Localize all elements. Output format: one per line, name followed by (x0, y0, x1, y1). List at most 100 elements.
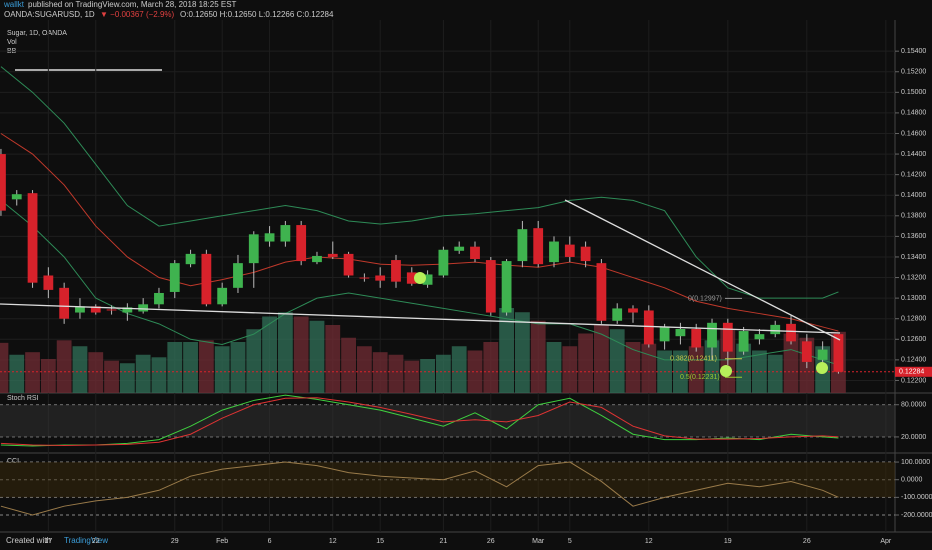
trend-line (564, 199, 841, 341)
candle-body (707, 322, 717, 348)
volume-bar (404, 360, 420, 393)
candle-body (438, 249, 449, 276)
volume-bar (277, 312, 293, 393)
candle-body (185, 253, 196, 265)
candle-body (801, 341, 812, 362)
y-tick-label: 0.15200 (901, 69, 926, 76)
candle-body (75, 306, 85, 313)
candle-body (470, 246, 480, 260)
candle-body (138, 304, 149, 312)
volume-bar (767, 354, 783, 393)
volume-bar (388, 354, 404, 393)
candle-body (549, 241, 559, 263)
x-tick-label: Apr (880, 538, 892, 545)
y-tick-label: 0.14000 (901, 192, 926, 199)
y-tick-label: 100.0000 (901, 459, 930, 466)
candle-body (90, 306, 101, 313)
y-tick-label: 0.13400 (901, 254, 926, 261)
publisher[interactable]: wallkt (3, 0, 25, 9)
candle-body (485, 260, 496, 313)
indicator-line (0, 461, 839, 516)
y-tick-label: 0.14400 (901, 151, 926, 158)
candle-body (786, 323, 796, 342)
x-tick-label: 21 (439, 538, 447, 545)
candle-body (391, 260, 401, 282)
fib-label: 0(0.12997) (688, 295, 722, 302)
candle-body (580, 246, 591, 262)
candle-body (312, 255, 322, 263)
volume-bar (325, 325, 341, 393)
volume-bar (530, 320, 546, 393)
x-tick-label: 17 (44, 538, 52, 545)
y-tick-label: 0.13000 (901, 295, 926, 302)
candle-body (169, 263, 180, 292)
candle-body (343, 253, 354, 276)
symbol: OANDA:SUGARUSD, 1D (4, 10, 95, 19)
y-tick-label: -200.0000 (901, 512, 932, 519)
candle-body (454, 246, 465, 251)
volume-bar (467, 350, 483, 393)
volume-bar (609, 329, 625, 393)
volume-bar (641, 343, 657, 393)
candle-body (817, 349, 828, 360)
candle-body (264, 233, 275, 242)
candle-body (533, 228, 544, 265)
legend-item: Vol (7, 39, 17, 46)
volume-bar (198, 340, 214, 393)
volume-bar (578, 333, 594, 393)
y-tick-label: 0.12200 (901, 377, 926, 384)
x-tick-label: 12 (329, 538, 337, 545)
volume-bar (451, 346, 467, 393)
marker (720, 365, 732, 377)
volume-bar (309, 320, 325, 393)
x-tick-label: 12 (645, 538, 653, 545)
volume-bar (704, 340, 720, 393)
fib-label: 0.5(0.12231) (680, 374, 720, 381)
indicator-line (0, 397, 839, 447)
volume-bar (483, 342, 499, 393)
footer: Created with (6, 536, 51, 545)
y-tick-label: 0.14800 (901, 110, 926, 117)
band (0, 404, 895, 437)
candle-body (517, 229, 528, 262)
volume-bar (25, 352, 40, 393)
volume-bar (56, 340, 72, 393)
candle-body (612, 308, 623, 321)
volume-bar (688, 346, 704, 393)
panel-title: CCI (7, 458, 19, 465)
bb-upper (0, 66, 839, 299)
chart-title: Sugar, 1D, OANDA (7, 30, 67, 37)
candle-body (691, 328, 702, 348)
volume-bar (167, 342, 183, 393)
y-tick-label: 0.12600 (901, 336, 926, 343)
trend-line (0, 303, 841, 334)
volume-bar (230, 342, 246, 393)
volume-bar (562, 346, 578, 393)
volume-bar (341, 337, 356, 393)
y-tick-label: 0.15000 (901, 89, 926, 96)
footer-brand[interactable]: TradingView (64, 536, 108, 545)
y-tick-label: 0.14600 (901, 130, 926, 137)
volume-bar (546, 342, 562, 393)
ohlc: O:0.12650 H:0.12650 L:0.12266 C:0.12284 (180, 10, 334, 19)
y-tick-label: 0.12800 (901, 316, 926, 323)
candle-body (770, 324, 781, 335)
candle-body (296, 225, 307, 262)
bb-basis (0, 133, 839, 332)
candle-body (501, 261, 512, 313)
volume-bar (783, 333, 799, 393)
volume-bar (88, 352, 104, 393)
y-tick-label: 80.0000 (901, 402, 926, 409)
y-tick-label: 0.12400 (901, 357, 926, 364)
x-tick-label: 5 (568, 538, 572, 545)
volume-bar (104, 360, 119, 393)
candle-body (596, 263, 607, 321)
volume-bar (435, 354, 451, 393)
band (0, 462, 895, 498)
volume-bar (736, 343, 752, 393)
volume-bar (135, 354, 151, 393)
x-tick-label: 6 (268, 538, 272, 545)
candle-body (233, 263, 243, 288)
volume-bar (151, 357, 167, 393)
